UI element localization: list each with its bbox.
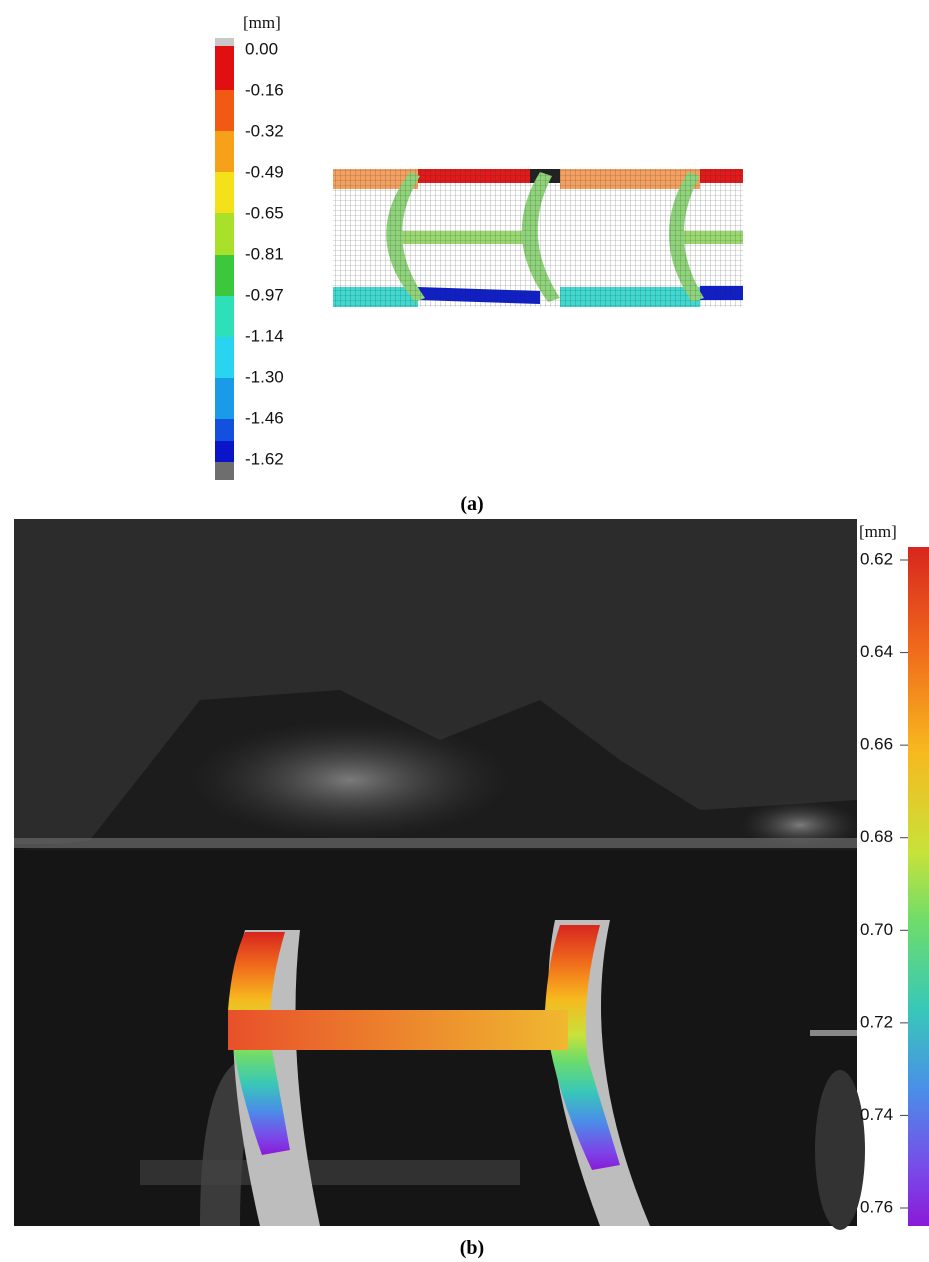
unit-label: [mm] (243, 13, 281, 32)
colorbar-label: -0.16 (245, 80, 284, 99)
colorbar-label: -1.46 (245, 408, 284, 427)
colorbar-label: 0.66 (860, 735, 893, 754)
edge (810, 1030, 857, 1036)
colorbar-label: 0.64 (860, 642, 893, 661)
colorbar-a (215, 38, 234, 480)
shadow-bar (140, 1160, 520, 1185)
fe-model (333, 169, 743, 307)
figure: [mm] (a) [mm] (b) (0, 0, 929, 1262)
colorbar-label: -1.14 (245, 326, 284, 345)
colorbar-label: -1.62 (245, 449, 284, 468)
colorbar-label: 0.70 (860, 920, 893, 939)
colorbar-label: -0.65 (245, 203, 284, 222)
colorbar-cap (215, 462, 234, 480)
unit-label: [mm] (859, 522, 897, 541)
colorbar-label: 0.62 (860, 549, 893, 568)
colorbar-band (215, 46, 234, 90)
colorbar-label: 0.74 (860, 1105, 893, 1124)
colorbar-band (215, 378, 234, 419)
colorbar-label: -0.81 (245, 244, 284, 263)
caption: (b) (460, 1237, 484, 1259)
colorbar-label: -0.32 (245, 121, 284, 140)
colorbar-label: 0.68 (860, 827, 893, 846)
colorbar-label: 0.76 (860, 1197, 893, 1216)
colorbar-label: 0.00 (245, 39, 278, 58)
strain-field (228, 1010, 568, 1050)
colorbar-band (215, 296, 234, 337)
colorbar-b (908, 547, 929, 1226)
colorbar-label: 0.72 (860, 1012, 893, 1031)
mesh-overlay (333, 169, 743, 307)
colorbar-band (215, 419, 234, 441)
caption: (a) (460, 493, 483, 515)
colorbar-band (215, 255, 234, 296)
colorbar-label: -1.30 (245, 367, 284, 386)
colorbar-band (215, 131, 234, 172)
colorbar-band (215, 213, 234, 255)
edge (14, 838, 857, 848)
debris-glow (190, 720, 510, 840)
colorbar-label: -0.49 (245, 162, 284, 181)
colorbar-band (215, 441, 234, 462)
colorbar-label: -0.97 (245, 285, 284, 304)
colorbar-band (215, 172, 234, 213)
colorbar-band (215, 90, 234, 131)
dic-photo (14, 519, 865, 1230)
shadow-strut (815, 1070, 865, 1230)
colorbar-band (215, 337, 234, 378)
colorbar-cap (215, 38, 234, 46)
